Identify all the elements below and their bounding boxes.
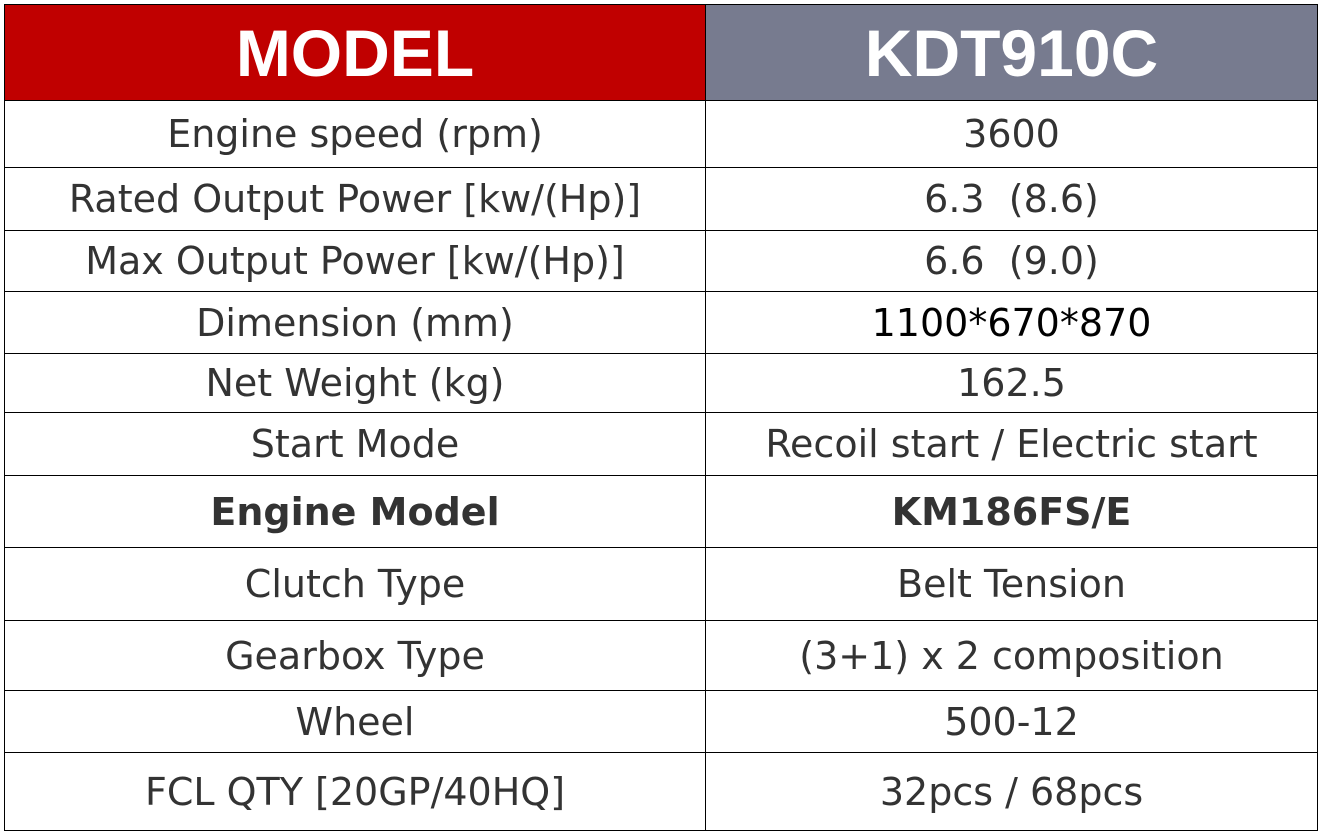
spec-value: 500-12 bbox=[705, 690, 1318, 753]
spec-label: Net Weight (kg) bbox=[4, 353, 706, 413]
spec-value: 1100*670*870 bbox=[705, 291, 1318, 354]
spec-label: Rated Output Power [kw/(Hp)] bbox=[4, 167, 706, 231]
spec-label: FCL QTY [20GP/40HQ] bbox=[4, 752, 706, 831]
spec-label: Dimension (mm) bbox=[4, 291, 706, 354]
spec-value: 3600 bbox=[705, 100, 1318, 168]
spec-value: 6.3 (8.6) bbox=[705, 167, 1318, 231]
spec-value: Recoil start / Electric start bbox=[705, 412, 1318, 476]
spec-value: 162.5 bbox=[705, 353, 1318, 413]
spec-value: KM186FS/E bbox=[705, 475, 1318, 548]
header-value: KDT910C bbox=[705, 4, 1318, 101]
spec-label: Engine Model bbox=[4, 475, 706, 548]
spec-label: Clutch Type bbox=[4, 547, 706, 621]
spec-label: Max Output Power [kw/(Hp)] bbox=[4, 230, 706, 292]
spec-label: Start Mode bbox=[4, 412, 706, 476]
spec-value: Belt Tension bbox=[705, 547, 1318, 621]
page: MODEL KDT910C Engine speed (rpm) 3600 Rated … bbox=[4, 4, 1318, 831]
spec-label: Wheel bbox=[4, 690, 706, 753]
spec-label: Gearbox Type bbox=[4, 620, 706, 691]
spec-label: Engine speed (rpm) bbox=[4, 100, 706, 168]
spec-value: 6.6 (9.0) bbox=[705, 230, 1318, 292]
header-label: MODEL bbox=[4, 4, 706, 101]
spec-value: (3+1) x 2 composition bbox=[705, 620, 1318, 691]
spec-value: 32pcs / 68pcs bbox=[705, 752, 1318, 831]
